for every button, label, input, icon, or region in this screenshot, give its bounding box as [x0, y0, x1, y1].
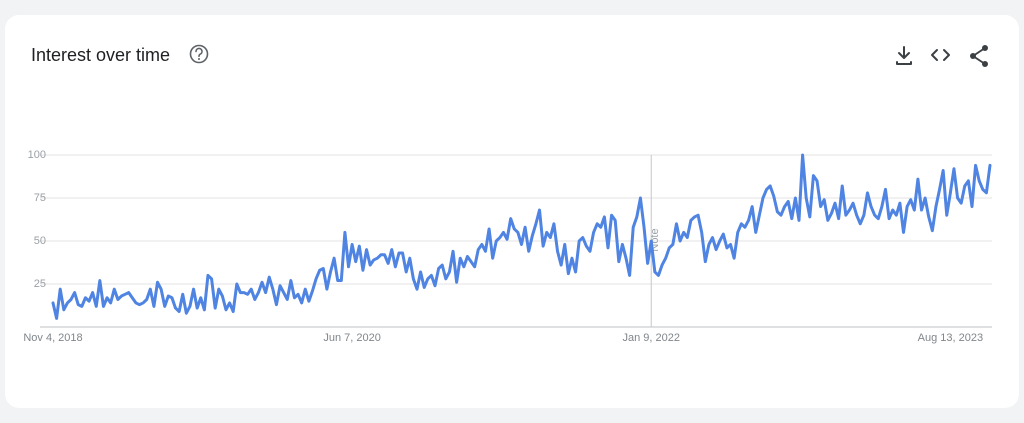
- y-tick-label: 50: [34, 235, 46, 247]
- plot: 25 50 75 100 Nov 4, 2018 Jun 7, 2020 Jan 9, 20…: [23, 149, 992, 344]
- embed-button[interactable]: [931, 49, 950, 61]
- help-icon[interactable]: [189, 44, 209, 64]
- x-tick-label: Jun 7, 2020: [323, 332, 381, 344]
- card: [5, 15, 1019, 408]
- download-button[interactable]: [896, 46, 912, 65]
- chart-title: Interest over time: [31, 45, 170, 65]
- x-tick-label: Nov 4, 2018: [23, 332, 82, 344]
- y-tick-label: 75: [34, 192, 46, 204]
- y-tick-label: 25: [34, 278, 46, 290]
- x-tick-label: Aug 13, 2023: [918, 332, 983, 344]
- x-tick-label: Jan 9, 2022: [622, 332, 680, 344]
- line: [51, 153, 992, 320]
- y-tick-label: 100: [28, 149, 46, 161]
- share-button[interactable]: [970, 45, 988, 67]
